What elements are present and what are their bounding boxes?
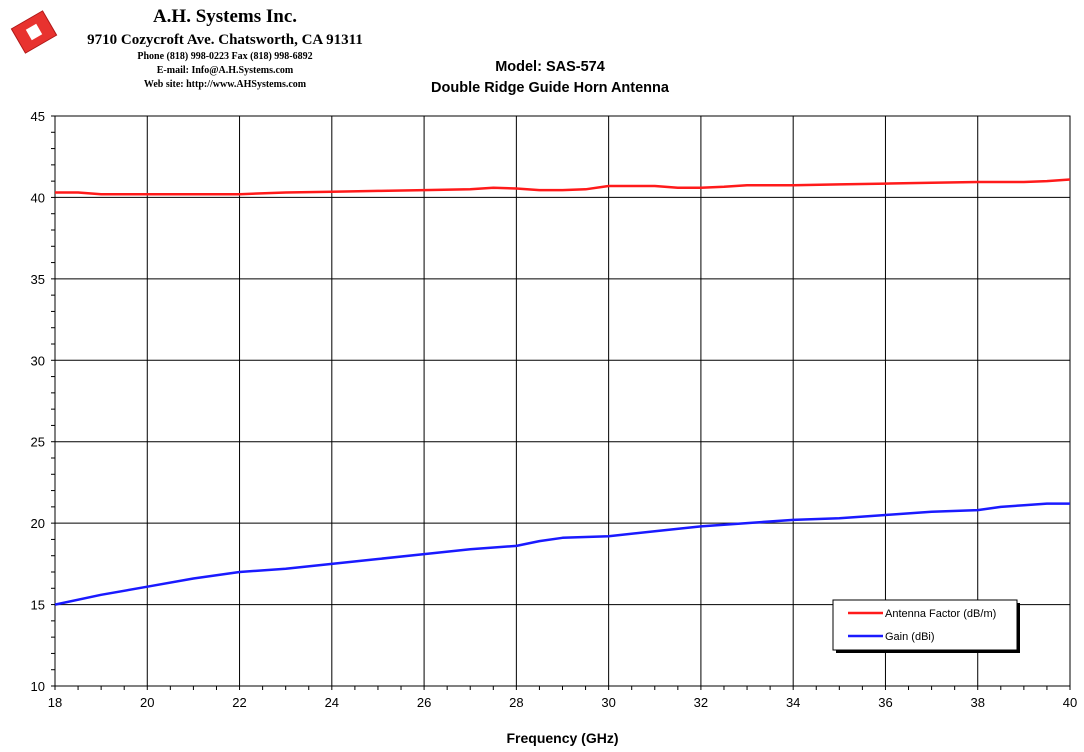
chart-subtitle: Double Ridge Guide Horn Antenna	[431, 80, 669, 96]
legend-box	[832, 599, 1018, 651]
x-tick-label: 26	[417, 695, 431, 710]
company-name: A.H. Systems Inc.	[152, 6, 298, 27]
x-tick-label: 38	[970, 695, 984, 710]
chart-title-block: Model: SAS-574 Double Ridge Guide Horn A…	[380, 57, 720, 99]
company-logo	[10, 10, 58, 54]
company-address: 9710 Cozycroft Ave. Chatsworth, CA 91311	[87, 32, 363, 48]
company-website: Web site: http://www.AHSystems.com	[143, 79, 307, 90]
y-tick-label: 40	[31, 190, 45, 205]
x-tick-label: 36	[878, 695, 892, 710]
y-tick-label: 25	[31, 435, 45, 450]
y-tick-label: 35	[31, 272, 45, 287]
legend-label: Gain (dBi)	[885, 631, 935, 643]
plot-area	[54, 115, 1071, 687]
y-tick-label: 20	[31, 516, 45, 531]
x-tick-label: 32	[694, 695, 708, 710]
x-tick-label: 40	[1063, 695, 1077, 710]
x-tick-label: 20	[140, 695, 154, 710]
x-axis-label: Frequency (GHz)	[506, 730, 618, 746]
x-tick-label: 28	[509, 695, 523, 710]
legend-label: Antenna Factor (dB/m)	[885, 608, 996, 620]
company-info: A.H. Systems Inc. 9710 Cozycroft Ave. Ch…	[60, 4, 390, 92]
y-tick-label: 30	[31, 353, 45, 368]
company-email: E-mail: Info@A.H.Systems.com	[156, 65, 294, 76]
chart-title: Model: SAS-574	[495, 59, 605, 75]
y-tick-label: 10	[31, 679, 45, 694]
company-phone: Phone (818) 998-0223 Fax (818) 998-6892	[137, 51, 313, 62]
x-tick-label: 30	[601, 695, 615, 710]
x-tick-label: 18	[48, 695, 62, 710]
y-tick-label: 45	[31, 109, 45, 124]
x-tick-label: 22	[232, 695, 246, 710]
y-tick-label: 15	[31, 598, 45, 613]
series-line-gain	[54, 502, 1070, 606]
x-tick-label: 34	[786, 695, 800, 710]
series-line-antenna-factor	[55, 178, 1071, 196]
x-tick-label: 24	[325, 695, 339, 710]
